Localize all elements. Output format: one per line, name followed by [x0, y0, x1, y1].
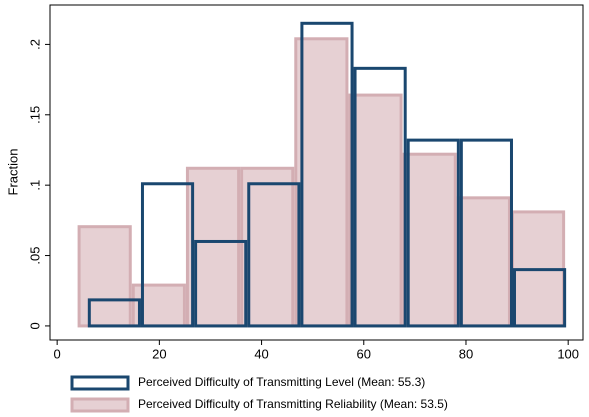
x-tick-label: 40 [254, 346, 268, 361]
histogram-bar [456, 196, 511, 328]
histogram-bar [402, 152, 457, 328]
legend-label: Perceived Difficulty of Transmitting Lev… [138, 375, 425, 389]
histogram-bar [87, 298, 141, 328]
histogram-bar [77, 225, 132, 328]
y-axis-label: Fraction [5, 149, 20, 196]
x-tick-label: 20 [152, 346, 166, 361]
histogram-bar [348, 93, 403, 328]
histogram-bar [300, 21, 354, 328]
histogram-bar [406, 138, 460, 328]
histogram-bar [459, 138, 513, 328]
y-tick-label: .2 [27, 39, 42, 50]
legend-label: Perceived Difficulty of Transmitting Rel… [138, 397, 448, 411]
histogram-bar [512, 268, 567, 328]
legend-swatch [70, 397, 130, 413]
y-tick-label: .05 [27, 247, 42, 265]
y-tick-label: .15 [27, 106, 42, 124]
y-tick-label: 0 [27, 322, 42, 329]
x-tick-label: 80 [459, 346, 473, 361]
x-tick-label: 100 [557, 346, 579, 361]
histogram-bar [353, 66, 407, 328]
histogram-bar [140, 182, 195, 328]
legend-swatch [70, 375, 130, 391]
histogram-bar [294, 37, 349, 328]
x-tick-label: 60 [357, 346, 371, 361]
histogram-bar [194, 239, 248, 328]
y-tick-label: .1 [27, 180, 42, 191]
x-tick-label: 0 [54, 346, 61, 361]
histogram-bar [247, 182, 301, 328]
